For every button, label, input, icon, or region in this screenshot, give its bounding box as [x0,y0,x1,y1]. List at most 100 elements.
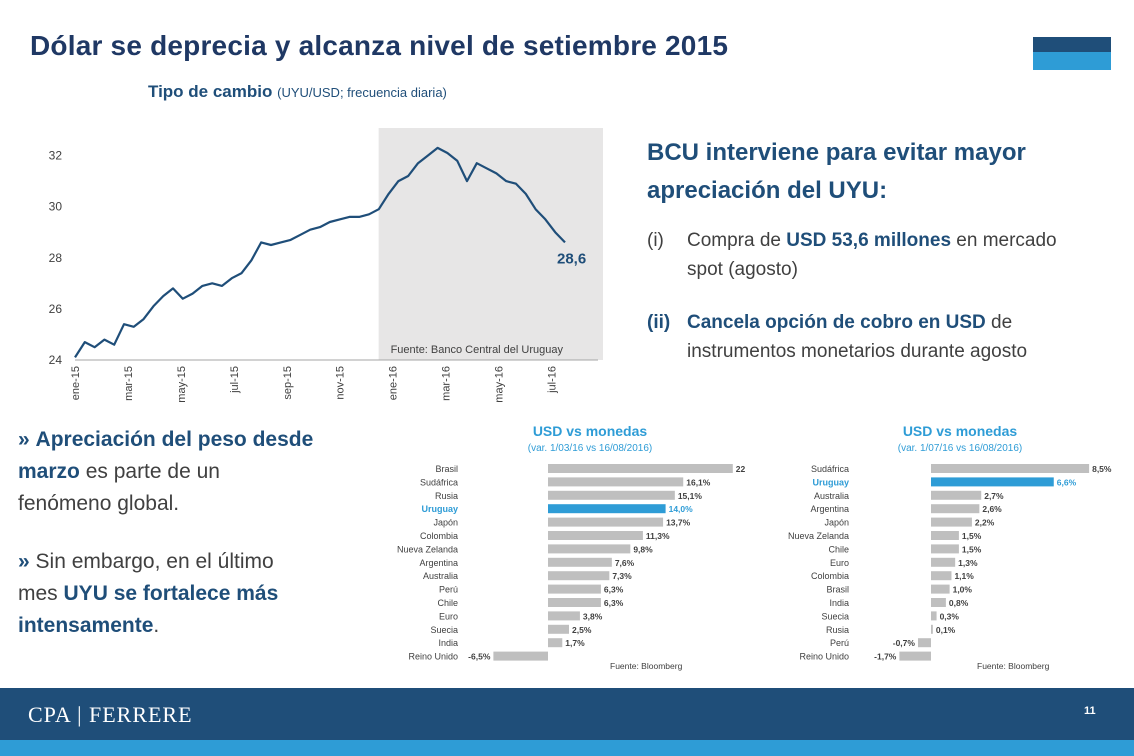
note-appreciation: » Apreciación del peso desde marzo es pa… [18,424,318,520]
bar-category-label: India [438,638,458,648]
bar [931,571,952,581]
y-tick-label: 30 [49,200,63,214]
bar [931,531,959,540]
x-tick-label: ene-15 [70,366,82,400]
note-1-bold: Apreciación del peso desde marzo [18,428,314,483]
bar-chart-march: Brasil 22 Sudáfrica 16,1% Rusia 15,1% Uruguay 1… [397,464,746,671]
brand-name: CPA | FERRERE [28,702,193,727]
bar [548,598,601,607]
bcu-item-1-number: (i) [647,230,664,251]
page-number: 11 [1084,705,1096,717]
shaded-region [378,128,603,360]
bar-category-label: Argentina [810,504,849,514]
bar [548,477,684,487]
bar [548,504,666,514]
bar-category-label: Suecia [430,625,458,635]
x-tick-label: may-16 [494,366,506,403]
note-last-month: » Sin embargo, en el último mes UYU se f… [18,546,288,642]
bar [548,490,675,500]
bar [548,544,631,554]
bar [931,611,937,621]
bar-value-label: 1,5% [962,531,982,541]
bar-value-label: 22 [736,464,746,474]
bar [548,584,601,594]
bcu-item-1-bold: USD 53,6 millones [786,230,952,251]
bar-category-label: Suecia [821,611,849,621]
bar [548,638,563,648]
bar-category-label: Sudáfrica [811,464,849,474]
bar-value-label: -0,7% [893,638,916,648]
bar-value-label: 13,7% [666,518,691,528]
bcu-item-1-post: en mercado spot (agosto) [687,230,1057,280]
footer-bar [0,688,1134,740]
bar-category-label: Colombia [811,571,849,581]
bar [931,584,950,594]
bar-category-label: Japón [433,518,458,528]
bar-value-label: 2,7% [984,491,1004,501]
bar-category-label: Chile [437,598,458,608]
chart-source: Fuente: Banco Central del Uruguay [391,344,564,356]
bar-category-label: Perú [830,638,849,648]
panel-2-subtitle: (var. 1/07/16 vs 16/08/2016) [897,443,1023,454]
footer-strip [0,740,1134,756]
x-tick-label: ene-16 [388,366,400,400]
bar [931,464,1090,473]
line-chart-title: Tipo de cambio (UYU/USD; frecuencia diar… [148,82,447,102]
bar-value-label: 6,3% [604,585,624,595]
bar-category-label: Colombia [420,531,458,541]
bar-category-label: Brasil [435,464,458,474]
bar-value-label: -6,5% [468,652,491,662]
y-tick-label: 28 [49,251,63,265]
bar-category-label: India [829,598,849,608]
x-tick-label: may-15 [176,366,188,403]
bar [931,504,980,514]
bcu-item-2-number: (ii) [647,312,671,333]
bcu-item-2-post: de instrumentos monetarios durante agost… [687,312,1028,362]
bar-category-label: Chile [828,544,849,554]
bar-value-label: 8,5% [1092,464,1112,474]
bar-value-label: 1,7% [565,638,585,648]
bar-category-label: Rusia [435,491,458,501]
bar [548,464,733,473]
line-chart-title-main: Tipo de cambio [148,82,273,101]
exchange-rate-series [74,146,566,358]
bar [931,544,959,554]
bar-category-label: Australia [423,571,458,581]
bar [548,624,569,634]
bar-category-label: Argentina [419,558,458,568]
bar-value-label: 1,1% [954,571,974,581]
note-2-pre: Sin embargo, en el último mes [18,550,274,605]
bar-category-label: Uruguay [812,477,849,487]
bar-value-label: 1,0% [953,585,973,595]
bar-value-label: 16,1% [686,477,711,487]
line-chart-title-sub: (UYU/USD; frecuencia diaria) [277,85,447,100]
note-2-arrow: » [18,550,30,573]
bcu-heading: BCU interviene para evitar mayor aprecia… [647,139,1026,204]
bar-category-label: Nueva Zelanda [788,531,849,541]
brand-logo-mark [1033,37,1111,70]
x-tick-label: jul-16 [546,366,558,394]
bar-category-label: Brasil [826,585,849,595]
bar [548,571,610,581]
bar [931,557,956,567]
bar-value-label: 9,8% [633,544,653,554]
x-tick-label: sep-15 [282,366,294,400]
panel-1-subtitle: (var. 1/03/16 vs 16/08/2016) [527,443,653,454]
bar [931,490,982,500]
bar-value-label: 0,3% [940,611,960,621]
panel-source: Fuente: Bloomberg [977,661,1050,671]
bar [899,651,931,661]
bar-category-label: Rusia [826,625,849,635]
exchange-rate-line-chart: Fuente: Banco Central del Uruguay 24 26 28 3… [49,128,603,403]
bar [548,517,664,527]
bar-value-label: 1,5% [962,544,982,554]
bar-value-label: 1,3% [958,558,978,568]
bar-category-label: Uruguay [421,504,458,514]
bar-value-label: 2,2% [975,518,995,528]
note-2-post: . [153,614,160,637]
note-2-bold: UYU se fortalece más intensamente [18,582,279,637]
panel-2-title: USD vs monedas [902,423,1018,439]
bar-category-label: Australia [814,491,849,501]
bar-value-label: -1,7% [874,652,897,662]
x-tick-label: mar-15 [123,366,135,401]
